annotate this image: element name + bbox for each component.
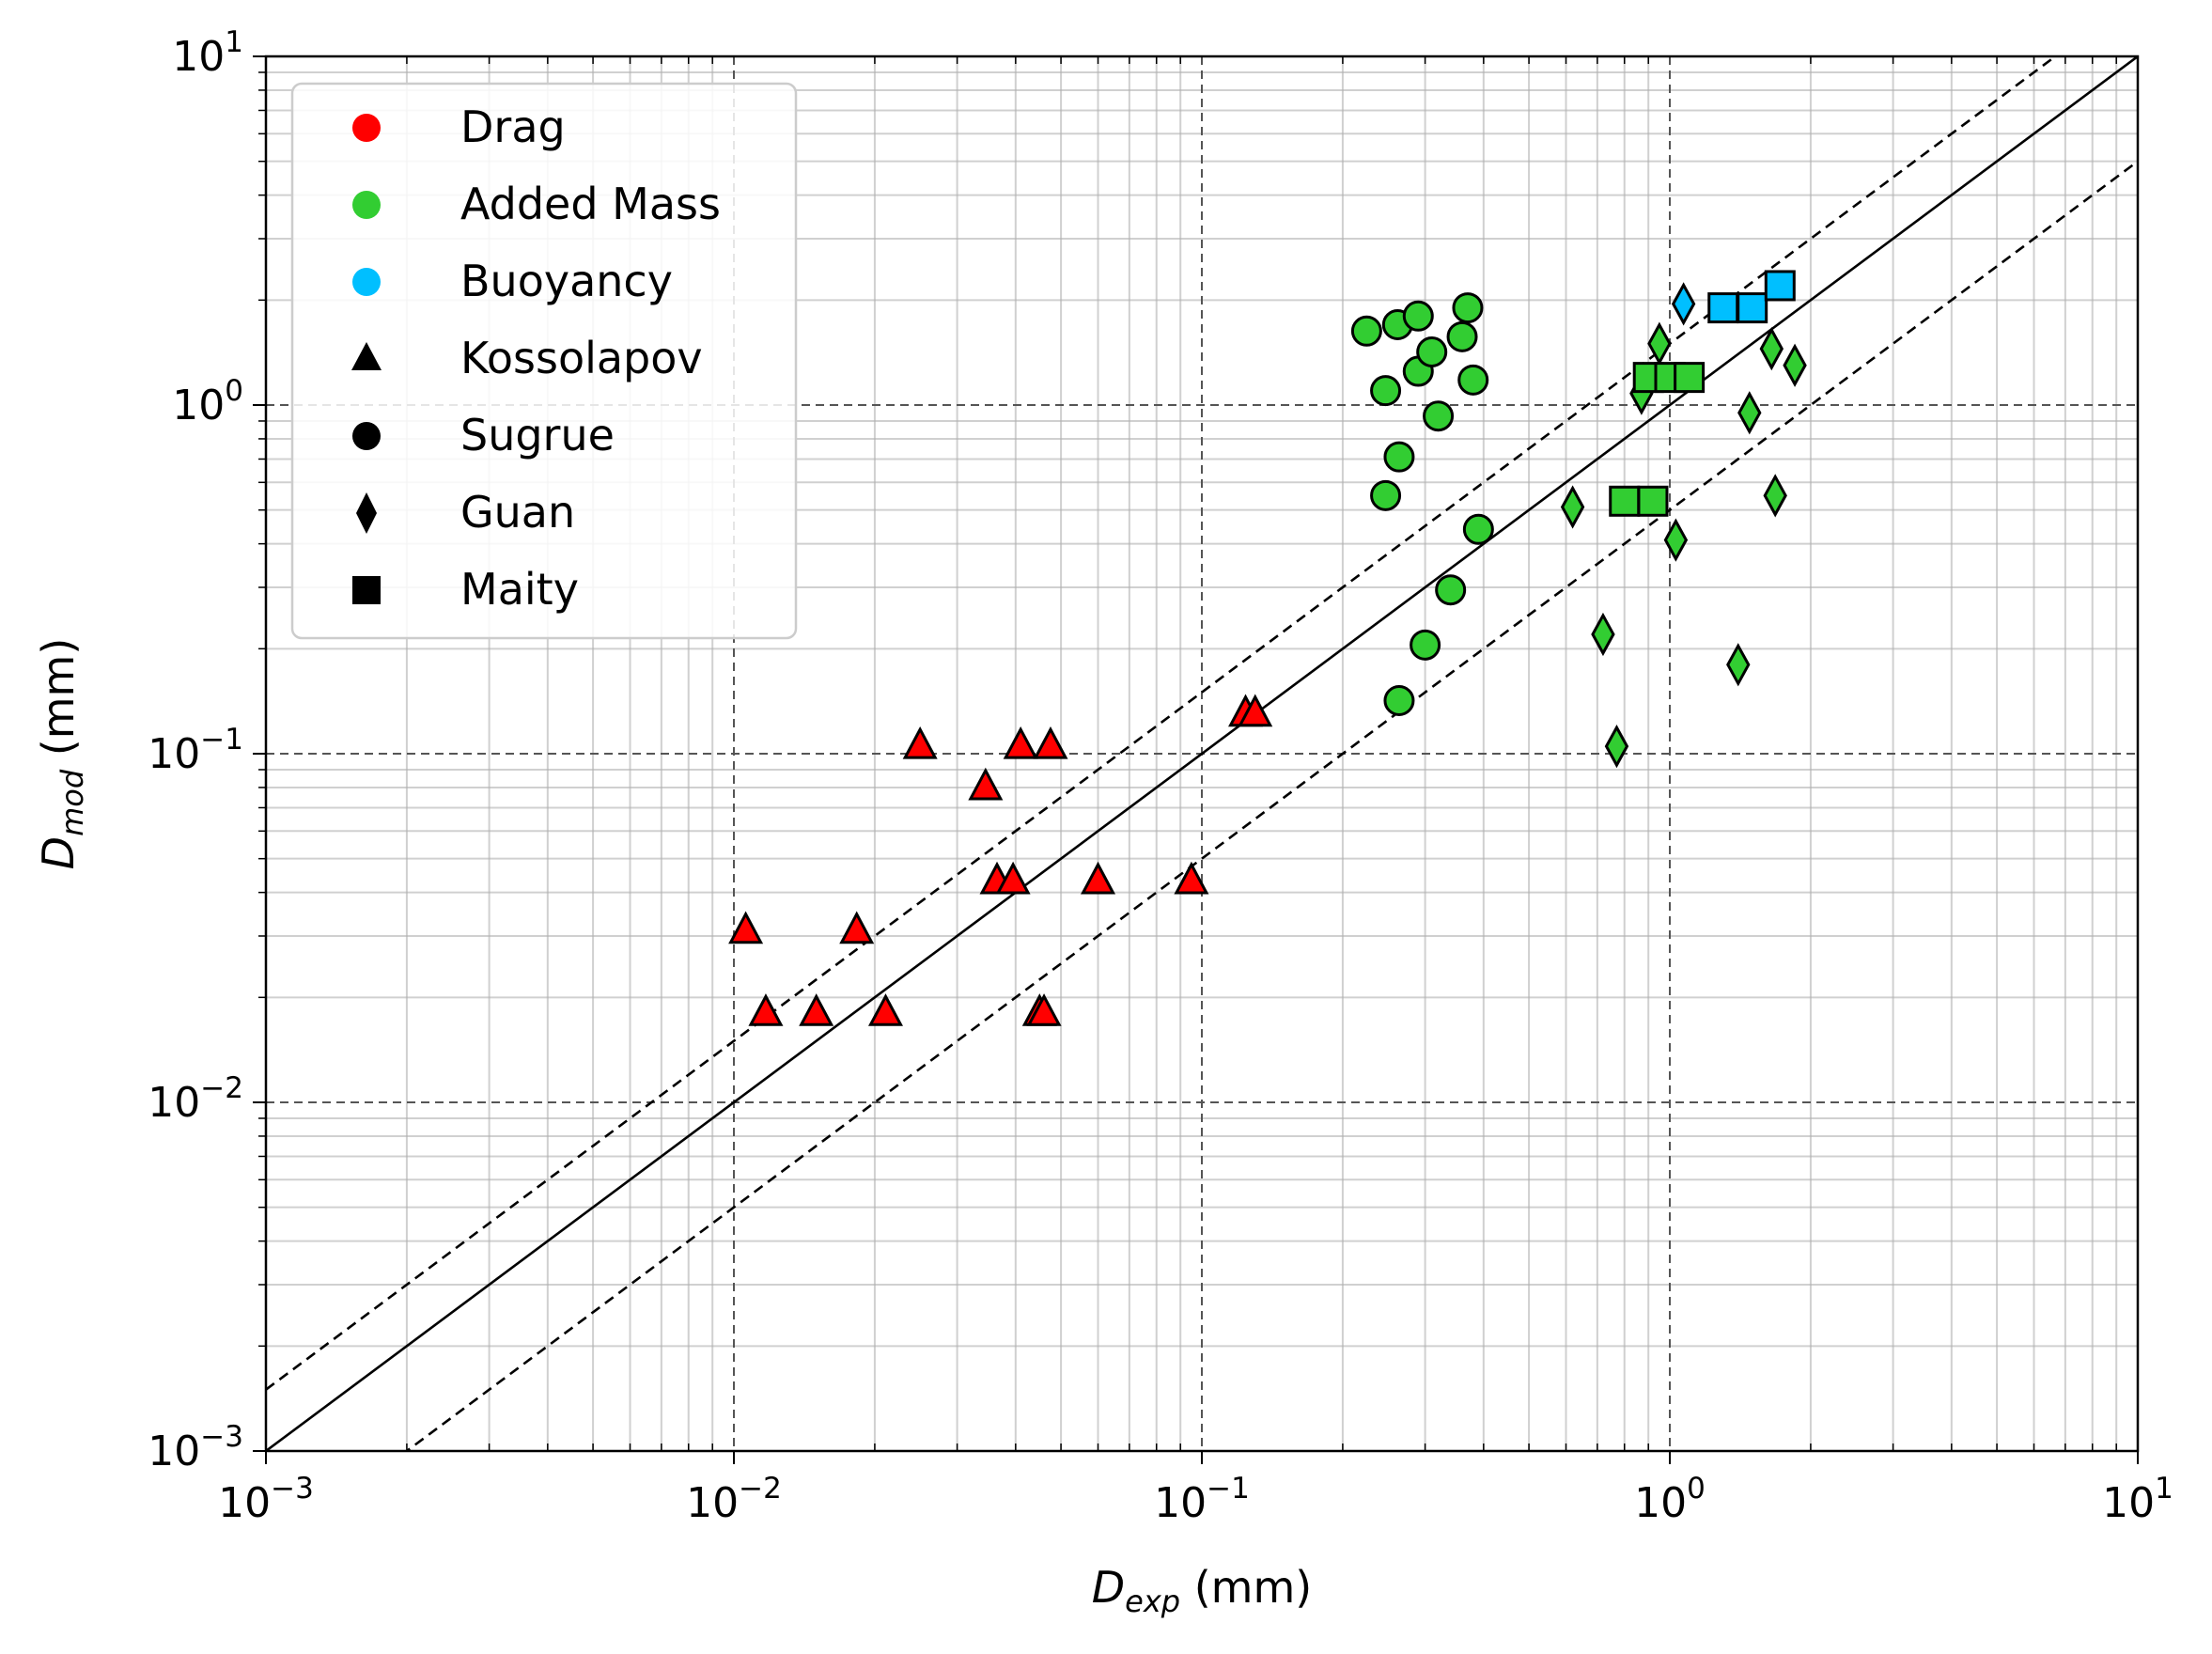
y-tick-label: 10−1 bbox=[148, 723, 243, 778]
legend-label: Buoyancy bbox=[460, 256, 673, 306]
legend-label: Added Mass bbox=[460, 179, 721, 229]
data-point-kossolapov-triangle bbox=[728, 911, 764, 944]
legend-label: Maity bbox=[460, 564, 579, 615]
data-point-kossolapov-triangle bbox=[867, 993, 903, 1026]
x-tick-labels: 10−3 10−2 10−1 100 101 bbox=[218, 1472, 2173, 1527]
data-point-kossolapov-triangle bbox=[995, 861, 1031, 895]
data-point-sugrue-circle bbox=[1402, 300, 1434, 332]
reference-lines-clip bbox=[266, 56, 2138, 1451]
data-point-sugrue-circle bbox=[1383, 685, 1415, 717]
legend-color-swatch bbox=[352, 191, 381, 219]
legend-diamond-icon bbox=[356, 492, 377, 534]
legend-square-icon bbox=[352, 576, 381, 604]
data-point-kossolapov-triangle bbox=[1003, 726, 1038, 759]
data-point-sugrue-circle bbox=[1435, 574, 1467, 606]
y-tick-label: 10−2 bbox=[148, 1071, 243, 1127]
data-point-guan-diamond bbox=[1591, 612, 1615, 657]
data-point-sugrue-circle bbox=[1416, 336, 1448, 368]
x-tick-label: 100 bbox=[1634, 1472, 1706, 1527]
data-point-sugrue-circle bbox=[1370, 375, 1402, 407]
data-point-kossolapov-triangle bbox=[748, 993, 784, 1026]
data-point-guan-diamond bbox=[1763, 474, 1787, 518]
x-axis-label: Dexp (mm) bbox=[1092, 1562, 1313, 1619]
parity-line bbox=[266, 56, 2138, 1451]
data-point-guan-diamond bbox=[1737, 391, 1762, 435]
data-point-maity-square bbox=[1707, 292, 1739, 324]
y-tick-labels: 10−3 10−2 10−1 100 101 bbox=[148, 25, 243, 1475]
data-point-guan-diamond bbox=[1726, 643, 1751, 687]
data-point-kossolapov-triangle bbox=[1033, 726, 1068, 759]
data-point-kossolapov-triangle bbox=[1238, 694, 1273, 727]
data-point-guan-diamond bbox=[1663, 518, 1689, 562]
data-point-guan-diamond bbox=[1560, 485, 1585, 529]
data-point-sugrue-circle bbox=[1410, 629, 1441, 661]
x-tick-label: 10−2 bbox=[686, 1472, 782, 1527]
data-point-guan-diamond bbox=[1604, 725, 1629, 769]
y-tick-label: 100 bbox=[172, 374, 243, 429]
x-tick-label: 10−1 bbox=[1154, 1472, 1250, 1527]
y-tick-label: 101 bbox=[172, 25, 243, 81]
data-point-maity-square bbox=[1674, 362, 1706, 394]
legend-label: Drag bbox=[460, 101, 566, 152]
legend-label: Kossolapov bbox=[460, 333, 703, 383]
legend-color-swatch bbox=[352, 268, 381, 296]
legend-circle-icon bbox=[352, 422, 381, 450]
data-point-maity-square bbox=[1609, 485, 1641, 517]
data-point-guan-diamond bbox=[1783, 343, 1807, 387]
data-point-kossolapov-triangle bbox=[1081, 861, 1116, 895]
data-point-kossolapov-triangle bbox=[1174, 861, 1209, 895]
data-point-guan-diamond bbox=[1671, 282, 1696, 326]
data-point-maity-square bbox=[1637, 485, 1669, 517]
data-point-kossolapov-triangle bbox=[799, 993, 834, 1026]
bound-line bbox=[404, 160, 2138, 1451]
bound-line bbox=[266, 56, 2058, 1391]
data-point-sugrue-circle bbox=[1370, 479, 1402, 511]
data-point-kossolapov-triangle bbox=[968, 767, 1004, 801]
data-points bbox=[728, 270, 1807, 1026]
data-point-sugrue-circle bbox=[1457, 364, 1489, 396]
data-point-sugrue-circle bbox=[1446, 320, 1478, 352]
axis-ticks bbox=[253, 55, 2139, 1464]
data-point-sugrue-circle bbox=[1350, 315, 1382, 347]
legend-triangle-icon bbox=[351, 342, 382, 370]
data-point-sugrue-circle bbox=[1423, 400, 1455, 432]
legend-label: Guan bbox=[460, 487, 575, 538]
data-point-kossolapov-triangle bbox=[1026, 993, 1062, 1026]
data-point-kossolapov-triangle bbox=[902, 726, 938, 759]
legend-color-swatch bbox=[352, 114, 381, 142]
y-axis-label: Dmod (mm) bbox=[33, 638, 90, 870]
legend-box bbox=[290, 82, 798, 640]
data-point-kossolapov-triangle bbox=[839, 911, 875, 944]
data-point-sugrue-circle bbox=[1383, 441, 1415, 473]
x-tick-label: 10−3 bbox=[218, 1472, 314, 1527]
data-point-guan-diamond bbox=[1759, 327, 1784, 371]
legend-label: Sugrue bbox=[460, 410, 615, 460]
reference-lines bbox=[266, 56, 2138, 1451]
data-point-sugrue-circle bbox=[1452, 292, 1484, 324]
x-tick-label: 101 bbox=[2102, 1472, 2173, 1527]
data-point-sugrue-circle bbox=[1462, 513, 1494, 545]
legend: Drag Added Mass Buoyancy Kossolapov Sugrue Gu… bbox=[290, 82, 798, 640]
y-tick-label: 10−3 bbox=[148, 1420, 243, 1475]
data-point-maity-square bbox=[1737, 292, 1768, 324]
data-point-maity-square bbox=[1764, 270, 1796, 302]
